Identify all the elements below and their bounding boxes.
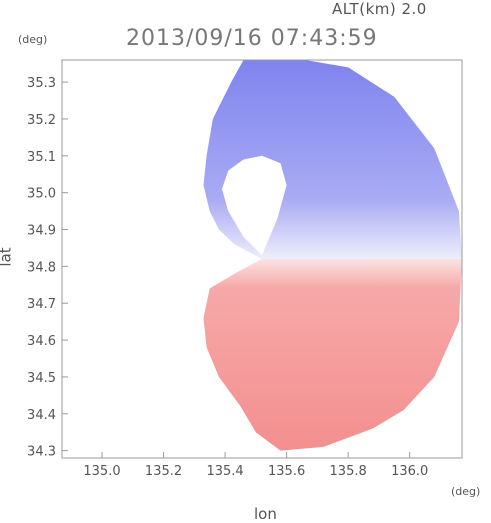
chart-title-timestamp: 2013/09/16 07:43:59 — [126, 26, 378, 51]
region-receding — [203, 259, 462, 451]
y-tick-label: 34.8 — [27, 260, 56, 275]
y-tick-label: 35.1 — [27, 150, 56, 165]
x-tick-label: 135.0 — [83, 464, 120, 479]
altitude-label: ALT(km) 2.0 — [332, 0, 427, 18]
y-tick-label: 35.2 — [27, 113, 56, 128]
y-tick-label: 35.0 — [27, 187, 56, 202]
y-unit-label: (deg) — [18, 33, 48, 46]
x-tick-label: 136.0 — [391, 464, 428, 479]
x-unit-label: (deg) — [451, 485, 481, 498]
x-tick-label: 135.4 — [206, 464, 243, 479]
y-tick-label: 35.3 — [27, 76, 56, 91]
y-tick-label: 34.7 — [27, 297, 56, 312]
y-tick-label: 34.9 — [27, 224, 56, 239]
plot-frame — [61, 59, 463, 459]
region-no-echo-gap — [222, 155, 287, 256]
y-tick-label: 34.4 — [27, 408, 56, 423]
y-tick-label: 34.3 — [27, 445, 56, 460]
velocity-field — [203, 60, 462, 451]
x-axis: 135.0 135.2 135.4 135.6 135.8 136.0 — [83, 452, 428, 479]
x-tick-label: 135.8 — [330, 464, 367, 479]
y-axis: 34.3 34.4 34.5 34.6 34.7 34.8 34.9 35.0 35.1 35.2… — [27, 76, 68, 460]
x-tick-label: 135.2 — [145, 464, 182, 479]
y-tick-label: 34.5 — [27, 371, 56, 386]
x-axis-label: lon — [254, 505, 277, 523]
x-tick-label: 135.6 — [268, 464, 305, 479]
y-tick-label: 34.6 — [27, 334, 56, 349]
